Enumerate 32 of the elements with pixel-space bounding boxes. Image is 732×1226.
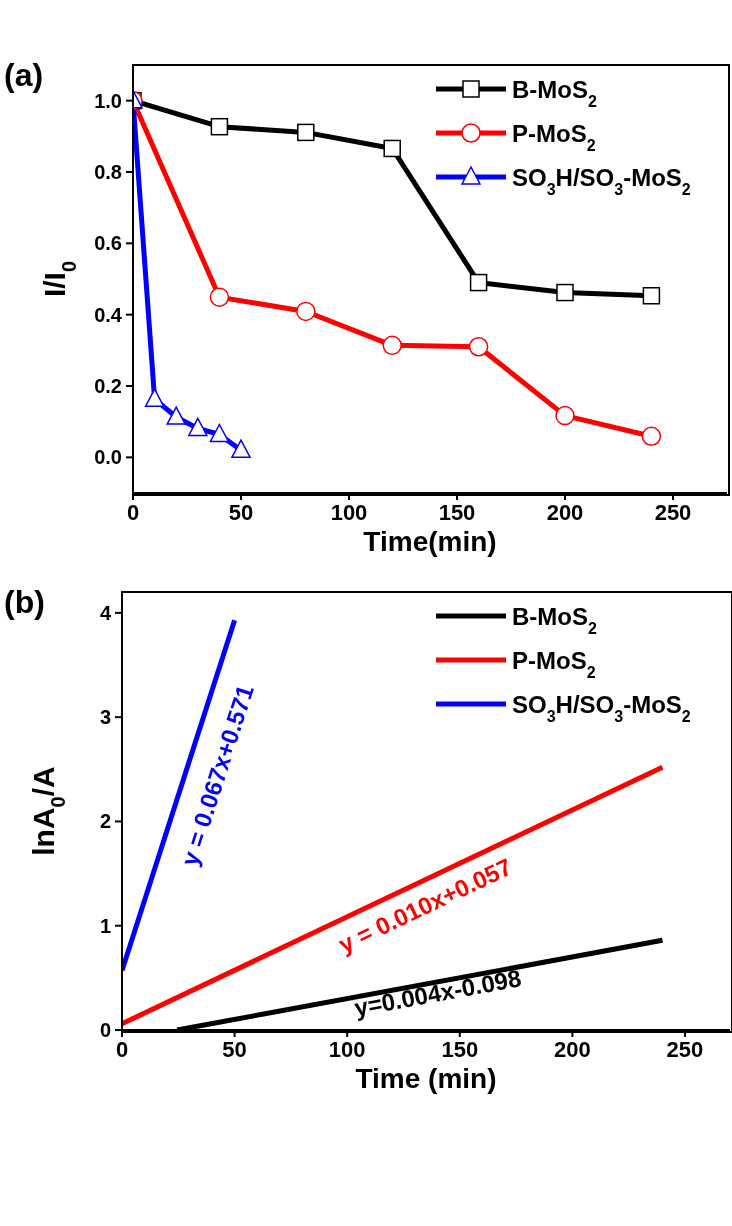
legend-label: B-MoS$_{2}$	[512, 603, 597, 637]
legend-label: B-MoS$_{2}$	[512, 76, 597, 110]
x-tick-label: 100	[330, 500, 368, 525]
chart-title: (b)	[4, 584, 45, 621]
x-tick-label: 200	[554, 1037, 591, 1062]
y-tick-label: 4	[99, 601, 112, 624]
y-tick-label: 0.8	[94, 161, 122, 183]
legend-label: P-MoS$_{2}$	[512, 120, 596, 154]
legend-label: SO$_{3}$H/SO$_{3}$-MoS$_{2}$	[512, 164, 691, 198]
x-tick-label: 0	[126, 500, 140, 525]
y-tick-label: 0	[99, 1019, 111, 1041]
legend-label: P-MoS$_{2}$	[512, 647, 596, 681]
y-tick-label: 0.6	[94, 232, 122, 255]
legend-label: SO$_{3}$H/SO$_{3}$-MoS$_{2}$	[512, 691, 691, 725]
x-tick-label: 50	[222, 1037, 247, 1062]
y-tick-label: 0.0	[94, 446, 122, 469]
y-tick-label: 3	[99, 706, 111, 729]
x-axis-title: Time(min)	[363, 526, 497, 557]
x-tick-label: 150	[438, 500, 476, 525]
x-tick-label: 250	[666, 1037, 704, 1062]
y-tick-label: 1.0	[94, 89, 122, 112]
y-tick-label: 2	[99, 810, 111, 833]
y-tick-label: 1	[99, 914, 111, 937]
x-tick-label: 200	[546, 500, 584, 525]
x-tick-label: 250	[654, 500, 692, 525]
x-tick-label: 150	[441, 1037, 479, 1062]
x-tick-label: 100	[328, 1037, 366, 1062]
y-tick-label: 0.2	[94, 375, 122, 397]
x-tick-label: 50	[228, 500, 254, 525]
chart-title: (a)	[4, 57, 44, 94]
x-axis-title: Time (min)	[355, 1063, 497, 1094]
y-tick-label: 0.4	[94, 303, 123, 326]
